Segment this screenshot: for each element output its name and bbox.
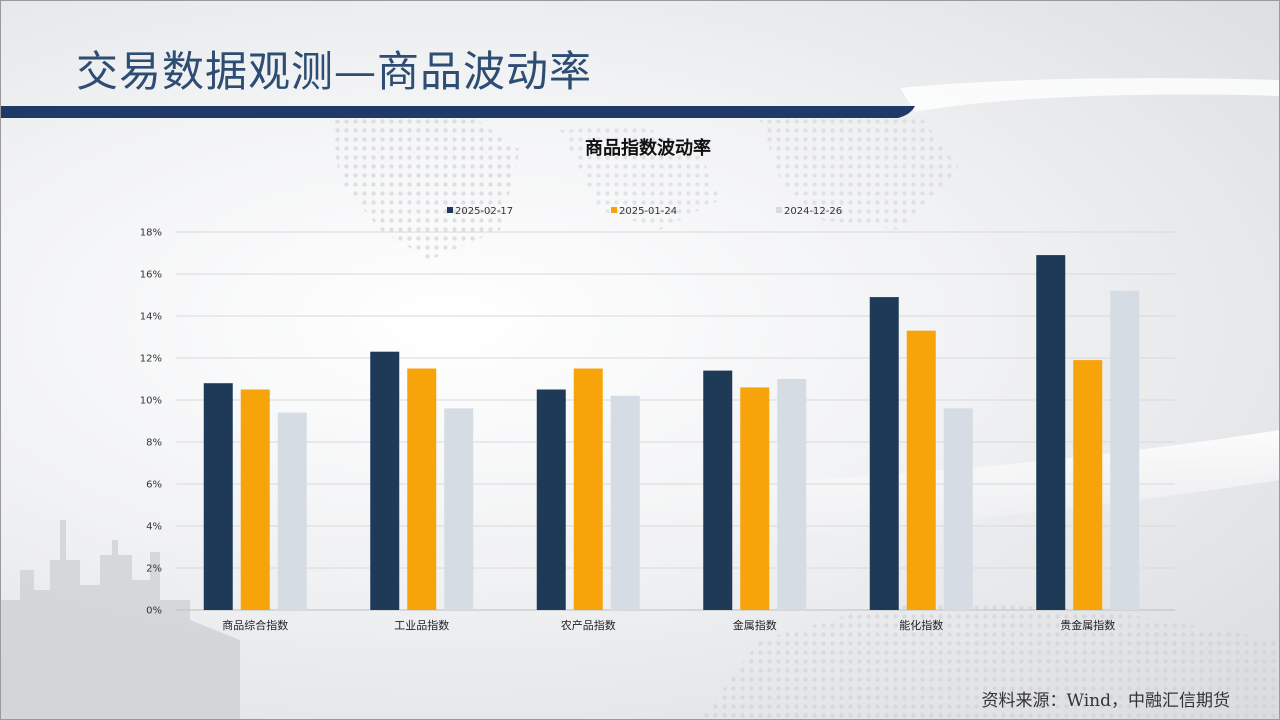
legend-swatch — [611, 207, 617, 213]
bar-2024-12-26-金属指数 — [777, 379, 807, 610]
x-category-label: 能化指数 — [899, 618, 943, 632]
bar-2024-12-26-农产品指数 — [610, 395, 640, 610]
chart-title: 商品指数波动率 — [585, 137, 711, 159]
bar-2025-01-24-农产品指数 — [573, 368, 603, 610]
legend-label: 2025-01-24 — [619, 206, 677, 217]
bar-2025-02-17-商品综合指数 — [203, 383, 233, 610]
y-tick-label: 2% — [146, 564, 162, 575]
x-category-label: 工业品指数 — [394, 618, 449, 632]
y-tick-label: 8% — [146, 438, 162, 449]
legend-swatch — [447, 207, 453, 213]
bar-2025-02-17-能化指数 — [869, 297, 899, 610]
chart-legend: 2025-02-17 2025-01-24 2024-12-26 — [447, 206, 842, 217]
bar-2025-01-24-能化指数 — [906, 330, 936, 610]
y-tick-label: 4% — [146, 522, 162, 533]
page-title: 交易数据观测—商品波动率 — [76, 47, 593, 96]
legend-label: 2024-12-26 — [784, 206, 842, 217]
header-bar — [0, 106, 915, 118]
y-axis-ticks: 0% 2% 4% 6% 8% 10% 12% 14% 16% 18% — [140, 228, 162, 617]
bar-2024-12-26-商品综合指数 — [277, 412, 307, 610]
grid-lines — [176, 231, 1175, 611]
y-tick-label: 14% — [140, 312, 162, 323]
bar-2025-02-17-贵金属指数 — [1036, 255, 1066, 610]
bar-2025-02-17-工业品指数 — [370, 351, 400, 610]
x-category-label: 贵金属指数 — [1060, 618, 1115, 632]
legend-label: 2025-02-17 — [455, 206, 513, 217]
y-tick-label: 10% — [140, 396, 162, 407]
y-tick-label: 6% — [146, 480, 162, 491]
bar-2024-12-26-工业品指数 — [444, 408, 474, 610]
y-tick-label: 0% — [146, 606, 162, 617]
bar-2025-01-24-工业品指数 — [407, 368, 437, 610]
x-category-label: 商品综合指数 — [222, 618, 288, 632]
bar-2025-02-17-农产品指数 — [536, 389, 566, 610]
data-source-note: 资料来源：Wind，中融汇信期货 — [981, 691, 1230, 711]
bar-2025-02-17-金属指数 — [703, 370, 733, 610]
x-axis-labels: 商品综合指数 工业品指数 农产品指数 金属指数 能化指数 贵金属指数 — [222, 618, 1115, 632]
bar-2024-12-26-贵金属指数 — [1110, 290, 1140, 610]
bar-2025-01-24-贵金属指数 — [1073, 360, 1103, 610]
bar-series — [203, 255, 1140, 610]
x-category-label: 金属指数 — [733, 618, 777, 632]
bar-2025-01-24-商品综合指数 — [240, 389, 270, 610]
bar-2025-01-24-金属指数 — [740, 387, 770, 610]
y-tick-label: 16% — [140, 270, 162, 281]
y-tick-label: 12% — [140, 354, 162, 365]
legend-swatch — [776, 207, 782, 213]
y-tick-label: 18% — [140, 228, 162, 239]
x-category-label: 农产品指数 — [561, 618, 616, 632]
bar-2024-12-26-能化指数 — [943, 408, 973, 610]
